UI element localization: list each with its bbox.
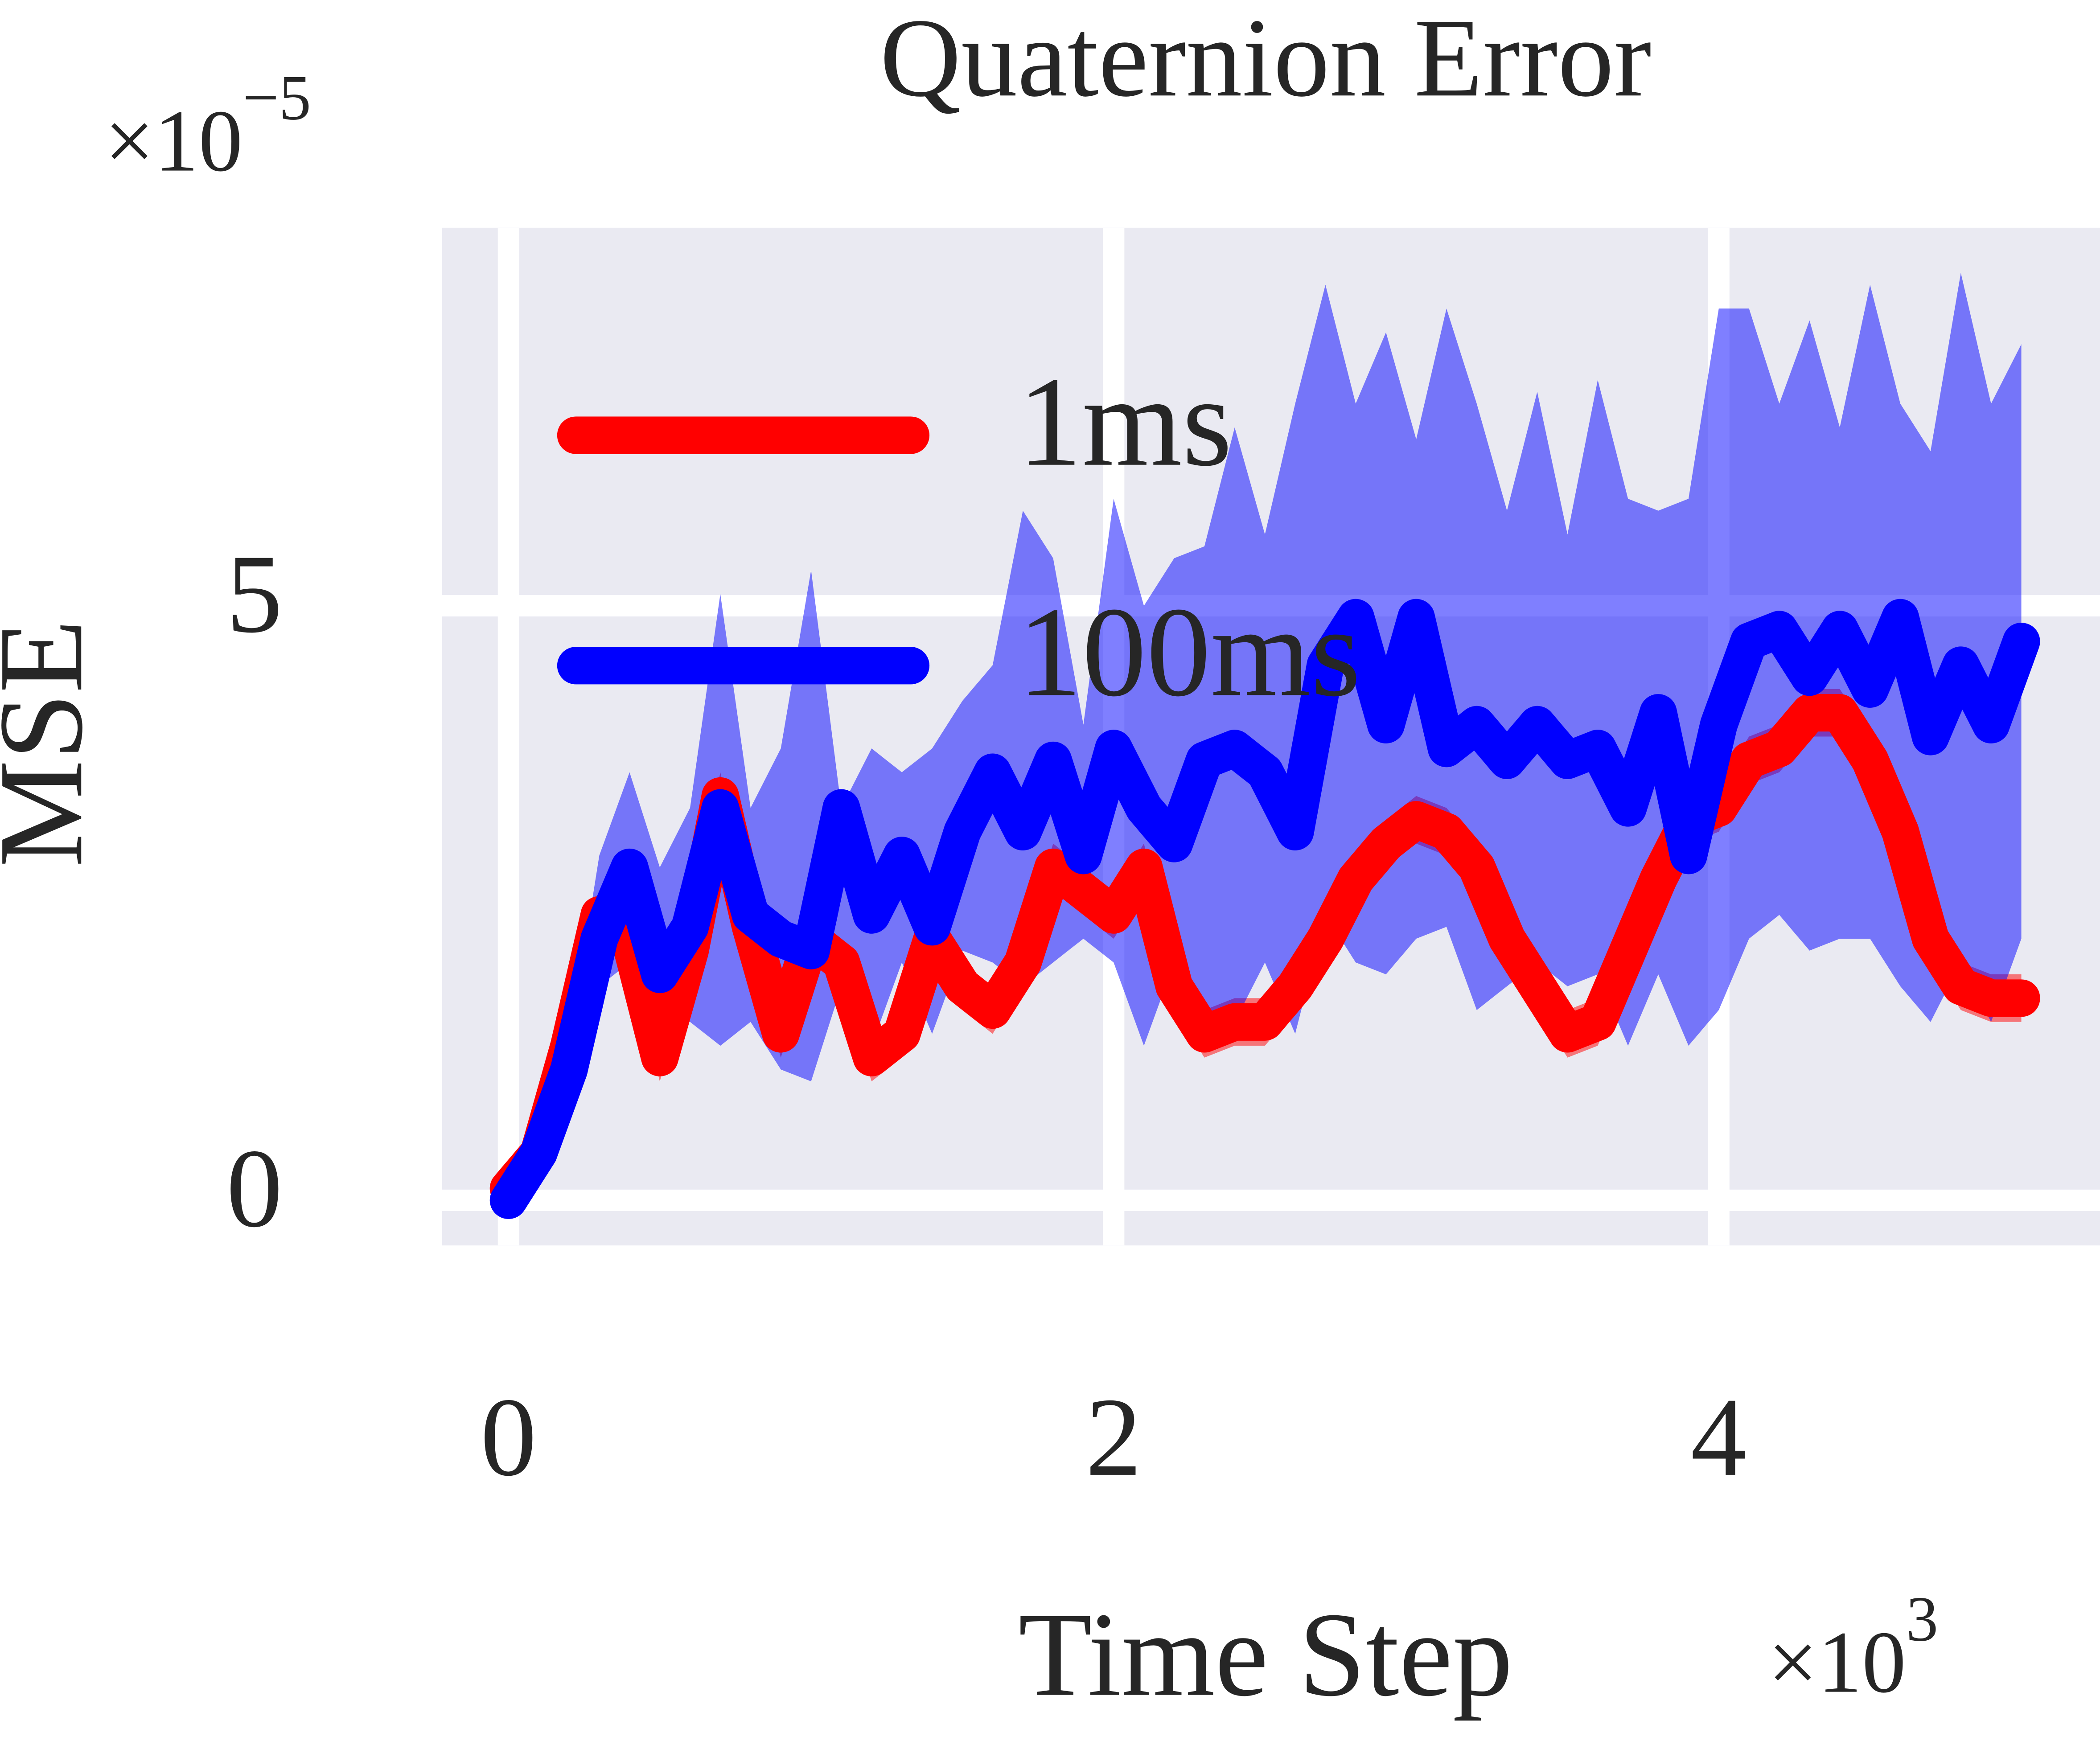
marks (489, 273, 2040, 1219)
legend-label: 100ms (1018, 581, 1360, 723)
x-scale-base: ×10 (1768, 1613, 1906, 1711)
x-tick-label: 0 (481, 1375, 537, 1499)
y-scale-base: ×10 (104, 91, 242, 189)
y-axis-label: MSE (0, 620, 107, 867)
x-axis-label: Time Step (1018, 1588, 1512, 1721)
y-tick-label: 5 (226, 531, 283, 656)
y-scale-label: ×10−5 (104, 62, 311, 190)
x-tick-label: 4 (1691, 1375, 1747, 1499)
x-scale-label: ×103 (1768, 1584, 1938, 1711)
chart-title: Quaternion Error (880, 0, 1652, 120)
line (489, 599, 2040, 1219)
x-scale-exponent: 3 (1906, 1584, 1938, 1655)
legend-label: 1ms (1018, 351, 1232, 493)
y-scale-exponent: −5 (242, 62, 311, 134)
line (489, 694, 2040, 1207)
legend: 1ms 100ms (557, 351, 1361, 723)
y-tick-label: 0 (226, 1126, 283, 1251)
x-tick-label: 2 (1085, 1375, 1142, 1499)
error-band (508, 273, 2022, 1200)
